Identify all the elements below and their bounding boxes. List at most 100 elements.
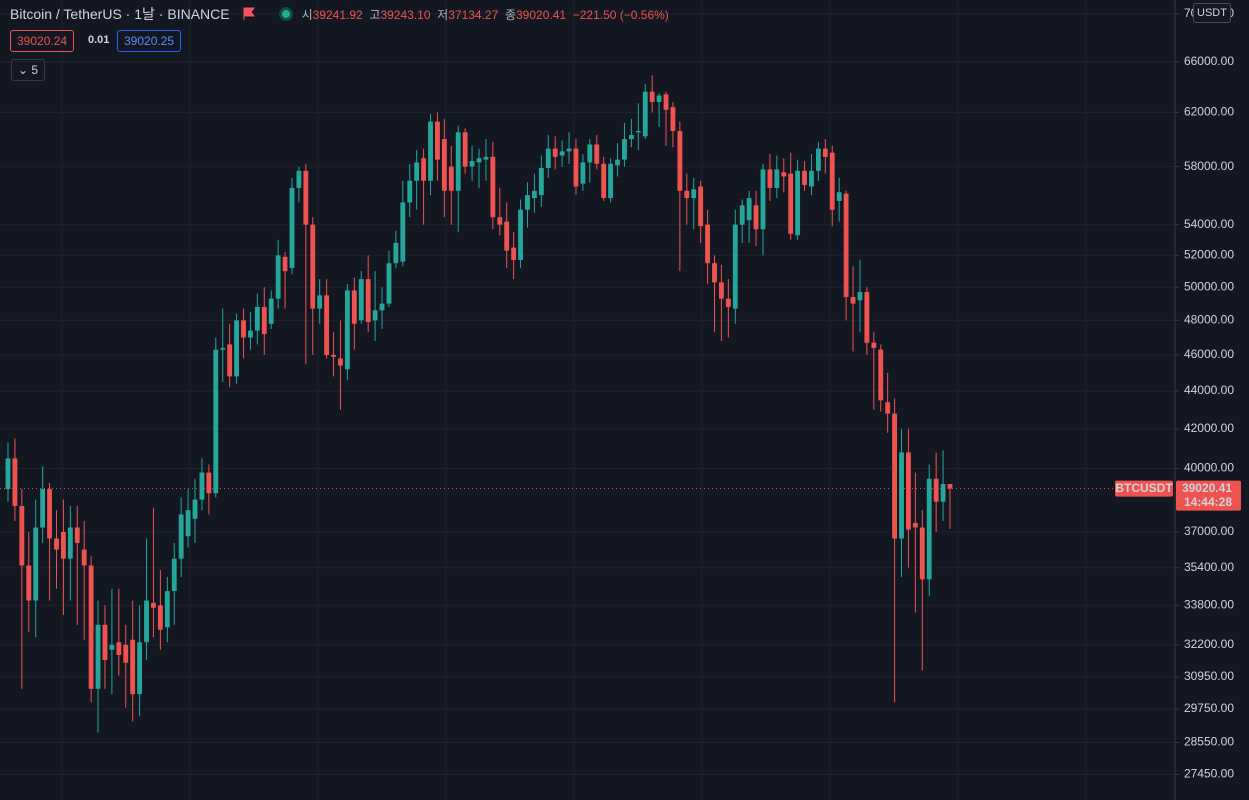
candle-body	[559, 151, 565, 156]
candle-body	[199, 472, 205, 500]
candle-body	[469, 161, 475, 167]
candle-body	[864, 292, 870, 343]
candle-body	[719, 282, 724, 299]
candle-body	[476, 158, 482, 163]
candle-body	[435, 121, 440, 160]
candle-body	[185, 510, 191, 537]
y-tick-label: 32200.00	[1184, 637, 1234, 651]
candle-body	[545, 148, 551, 169]
low-label: 저	[437, 7, 449, 22]
candle-body	[912, 523, 918, 528]
y-tick-label: 58000.00	[1184, 159, 1234, 173]
candle-body	[649, 91, 655, 103]
candle-body	[171, 558, 177, 592]
y-tick-label: 44000.00	[1184, 383, 1234, 397]
candle-body	[178, 514, 184, 559]
candle-body	[940, 484, 946, 502]
candle-body	[608, 163, 614, 199]
candle-body	[712, 263, 717, 283]
candle-body	[137, 642, 143, 695]
candle-body	[220, 347, 226, 350]
candle-body	[753, 205, 759, 230]
sep: ·	[154, 6, 168, 22]
candle-body	[642, 91, 648, 137]
candle-body	[102, 624, 108, 661]
ask-button[interactable]: 39020.25	[117, 30, 182, 52]
high: 39243.10	[380, 7, 431, 22]
candle-body	[234, 320, 239, 377]
candle-body	[525, 195, 530, 210]
candle-body	[552, 148, 558, 157]
candle-body	[878, 349, 884, 401]
candle-body	[566, 148, 572, 152]
candle-body	[206, 472, 212, 494]
candle-body	[795, 170, 801, 236]
candle-body	[511, 247, 517, 261]
currency-button[interactable]: USDT	[1193, 3, 1231, 23]
indicator-toggle[interactable]: ⌄ 5	[11, 59, 46, 81]
candle-body	[344, 290, 350, 370]
y-tick-label: 35400.00	[1184, 560, 1234, 574]
candle-body	[40, 489, 46, 528]
candle-body	[421, 158, 427, 181]
y-tick-label: 29750.00	[1184, 701, 1234, 715]
symbol-tag	[1115, 480, 1173, 497]
bid-button[interactable]: 39020.24	[10, 30, 75, 52]
candle-body	[815, 148, 821, 171]
candle-body	[760, 169, 766, 230]
y-tick-label: 62000.00	[1184, 105, 1234, 119]
candle-body	[857, 292, 863, 301]
candle-body	[88, 565, 94, 689]
candle-body	[919, 527, 925, 580]
candle-body	[850, 297, 856, 304]
candle-body	[151, 602, 156, 608]
y-tick-label: 37000.00	[1184, 524, 1234, 538]
y-tick-label: 48000.00	[1184, 313, 1234, 327]
y-tick-label: 52000.00	[1184, 248, 1234, 262]
candle-body	[268, 298, 274, 324]
status-dot	[278, 7, 293, 21]
y-tick-label: 42000.00	[1184, 421, 1234, 435]
candle-body	[926, 478, 932, 580]
y-tick-label: 40000.00	[1184, 461, 1234, 475]
candle-body	[414, 162, 420, 181]
spread: 0.01	[88, 34, 110, 46]
price-tag	[1176, 480, 1241, 511]
candle-body	[455, 132, 461, 191]
candle-body	[705, 224, 710, 264]
flag-icon[interactable]	[242, 7, 256, 21]
candle-body	[622, 139, 627, 160]
candle-body	[573, 148, 579, 187]
candle-body	[732, 224, 738, 309]
price-tag-label: 39020.41	[1182, 481, 1232, 495]
candle-body	[157, 605, 163, 630]
candle-body	[393, 242, 399, 264]
candle-body	[26, 565, 32, 601]
candle-body	[144, 600, 149, 643]
y-tick-label: 27450.00	[1184, 767, 1234, 781]
candle-body	[192, 499, 198, 519]
candle-body	[774, 169, 780, 188]
candle-body	[677, 130, 683, 191]
candle-body	[248, 330, 253, 338]
candle-body	[261, 306, 267, 335]
candle-body	[871, 342, 877, 348]
open-label: 시	[301, 7, 313, 22]
candle-body	[428, 121, 433, 181]
candle-body	[725, 298, 731, 307]
candle-body	[310, 224, 316, 309]
y-tick-label: 28550.00	[1184, 735, 1234, 749]
candle-body	[822, 148, 828, 157]
candle-body	[116, 642, 122, 655]
candle-body	[594, 144, 600, 164]
interval[interactable]: 1날	[134, 6, 155, 22]
symbol[interactable]: Bitcoin / TetherUS	[10, 6, 122, 22]
candle-body	[275, 255, 281, 299]
candle-body	[303, 170, 309, 225]
close-label: 종	[504, 7, 516, 22]
candle-body	[518, 209, 523, 261]
y-tick-label: 50000.00	[1184, 279, 1234, 293]
candle-body	[67, 527, 73, 559]
candle-body	[54, 538, 59, 550]
candle-body	[635, 130, 641, 133]
